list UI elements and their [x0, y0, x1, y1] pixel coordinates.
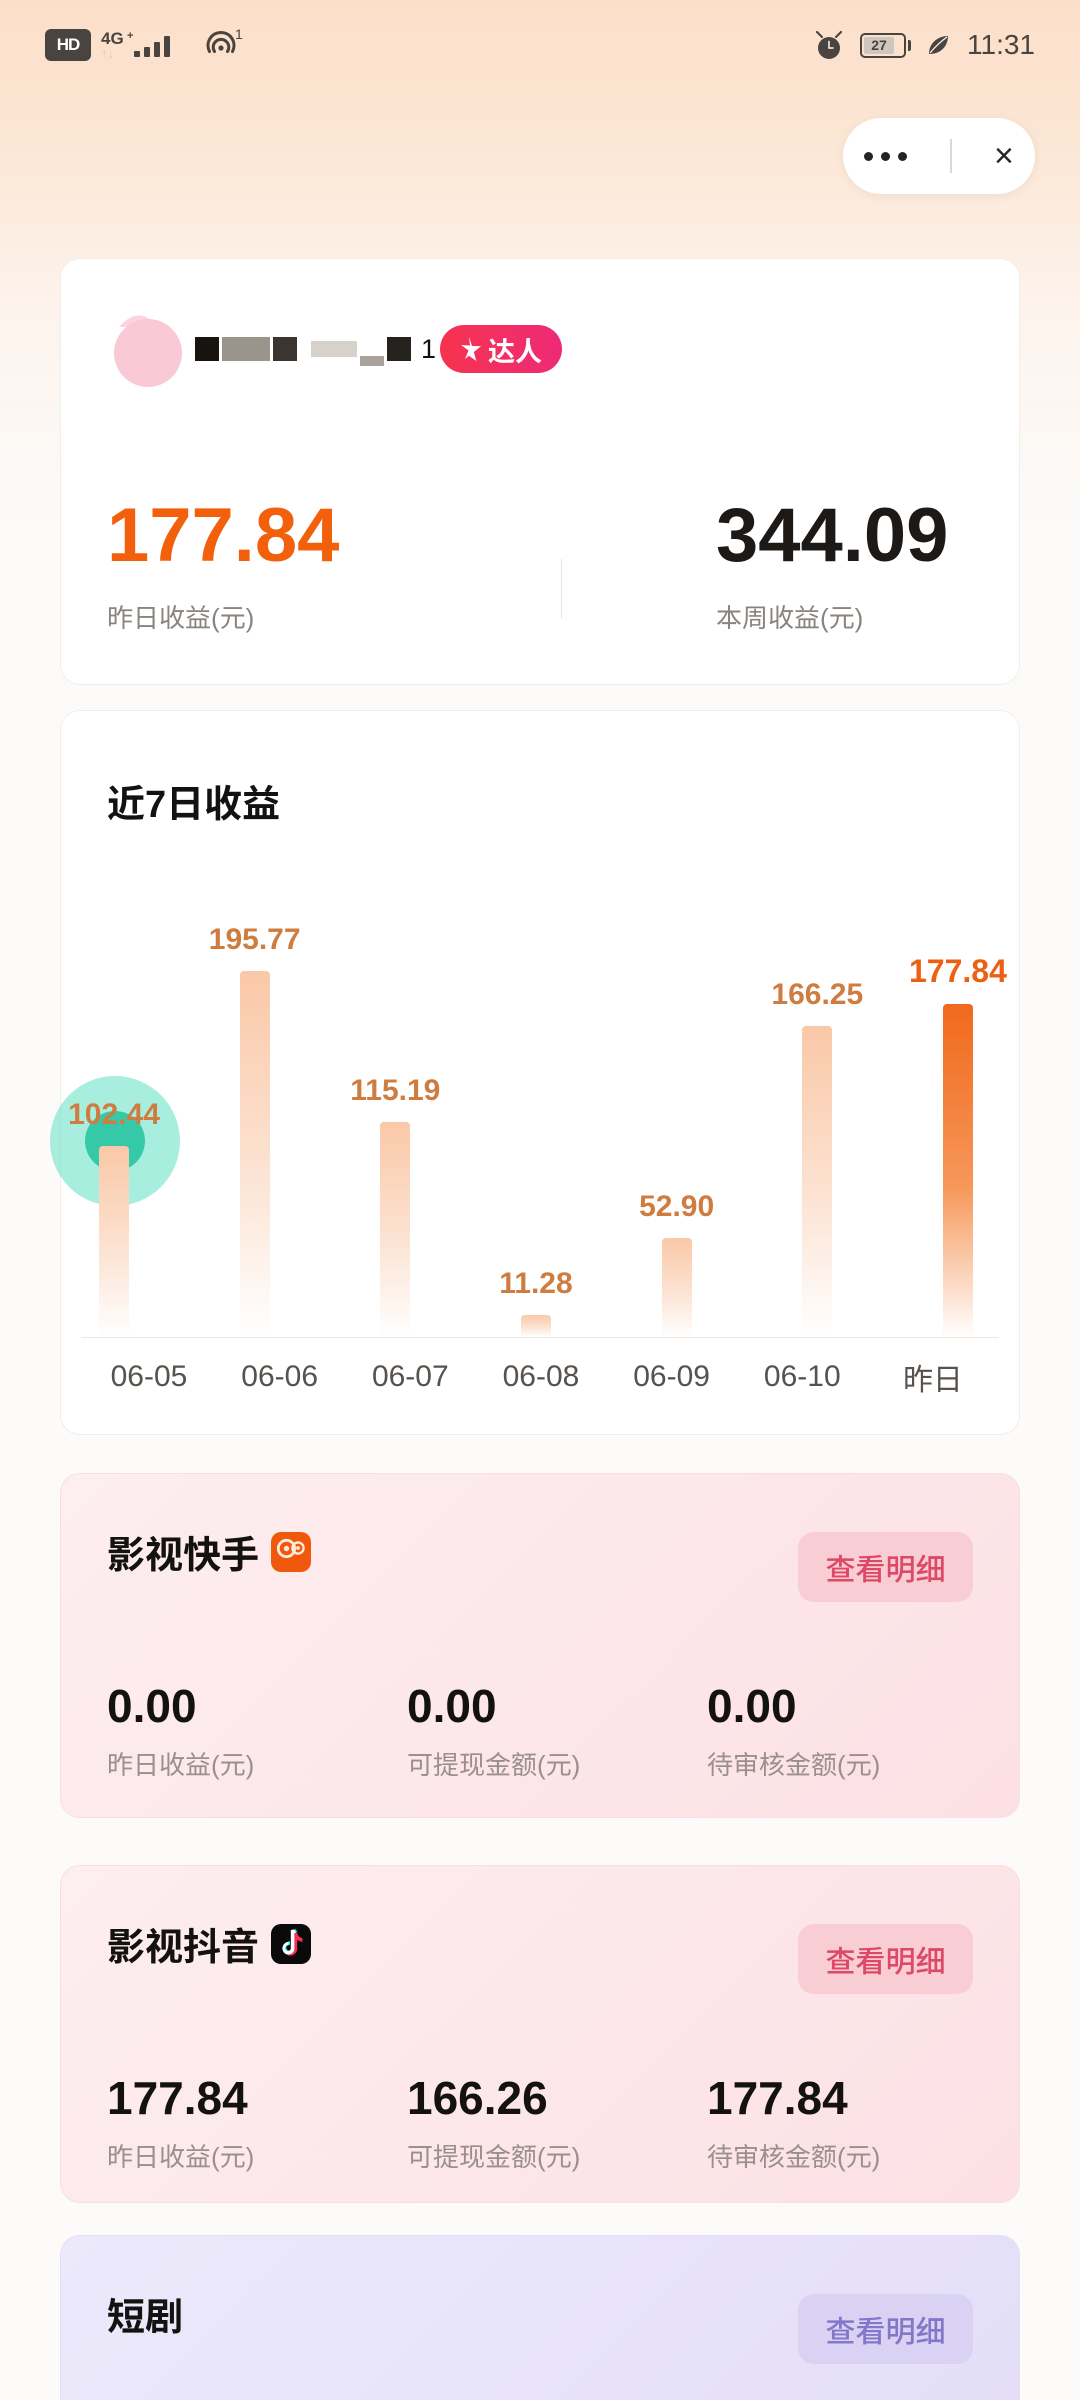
svg-text:1: 1: [235, 28, 243, 42]
svg-text:+: +: [127, 30, 133, 42]
svg-text:↑↓: ↑↓: [101, 46, 114, 61]
